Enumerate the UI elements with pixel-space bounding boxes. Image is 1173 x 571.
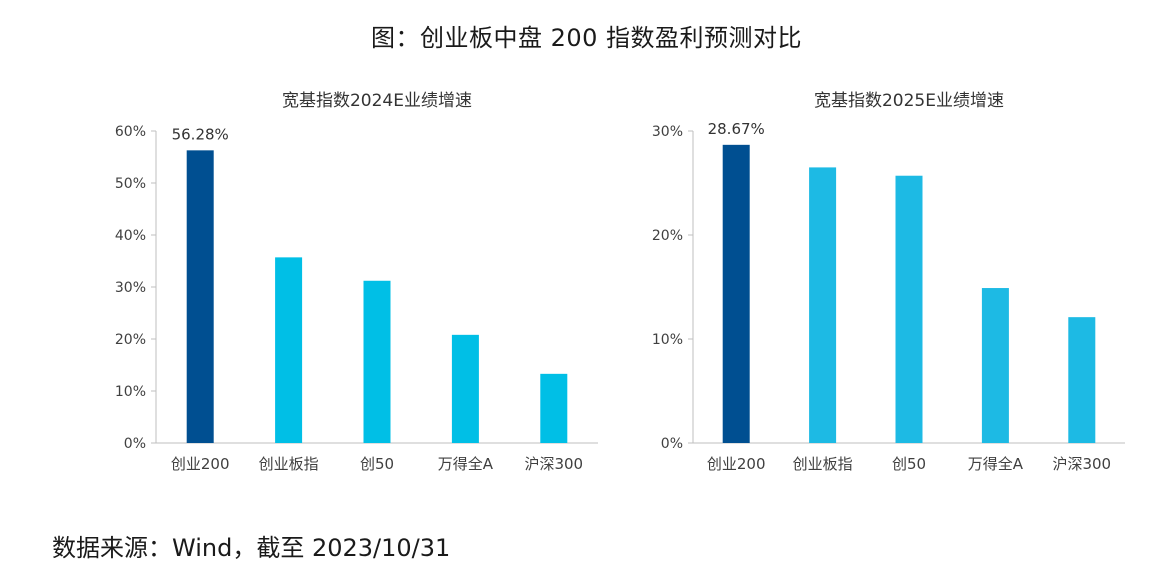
chart-bars [722,144,1096,443]
chart-2025e: 宽基指数2025E业绩增速 0% 10% 20% 30% 创业200 28.67% 创业板指… [652,91,1125,473]
x-tick-label: 创50 [892,455,926,473]
y-tick-label: 10% [115,384,146,400]
y-tick-label: 20% [115,332,146,348]
y-tick-label: 50% [115,176,146,192]
x-tick-label: 创业板指 [259,455,319,473]
y-tick-label: 60% [115,124,146,140]
y-tick-label: 0% [124,436,146,452]
chart-title: 宽基指数2025E业绩增速 [814,91,1004,111]
bar [451,334,479,443]
x-tick-label: 创业板指 [793,455,853,473]
bar [981,288,1009,443]
bar [895,175,923,443]
chart-labels: 0% 10% 20% 30% 创业200 28.67% 创业板指 创50 万得全A 沪深300 [652,120,1111,473]
x-tick-label: 创业200 [171,455,230,473]
bar [809,167,837,443]
y-tick-label: 30% [115,280,146,296]
chart-2024e: 宽基指数2024E业绩增速 0% 10% 20% 30% 40% 50% 60% 创业200 5… [115,91,598,473]
bar [275,257,303,443]
x-tick-label: 沪深300 [1052,455,1111,473]
x-tick-label: 沪深300 [524,455,583,473]
data-label: 28.67% [708,120,765,138]
bar [722,144,750,443]
chart-title: 宽基指数2024E业绩增速 [282,91,472,111]
x-tick-label: 万得全A [968,455,1024,473]
y-tick-label: 0% [661,436,683,452]
x-tick-label: 创50 [360,455,394,473]
source-note: 数据来源：Wind，截至 2023/10/31 [52,534,451,562]
bar [540,373,568,443]
data-label: 56.28% [172,125,229,143]
bar [186,150,214,443]
chart-labels: 0% 10% 20% 30% 40% 50% 60% 创业200 56.28% 创业板指 创50 万得… [115,124,583,473]
bar [1068,317,1096,443]
y-tick-label: 30% [652,124,683,140]
y-tick-label: 20% [652,228,683,244]
bar [363,280,391,443]
y-tick-label: 40% [115,228,146,244]
x-tick-label: 万得全A [438,455,494,473]
x-tick-label: 创业200 [707,455,766,473]
y-tick-label: 10% [652,332,683,348]
chart-bars [186,150,568,443]
page-title: 图：创业板中盘 200 指数盈利预测对比 [370,24,803,52]
